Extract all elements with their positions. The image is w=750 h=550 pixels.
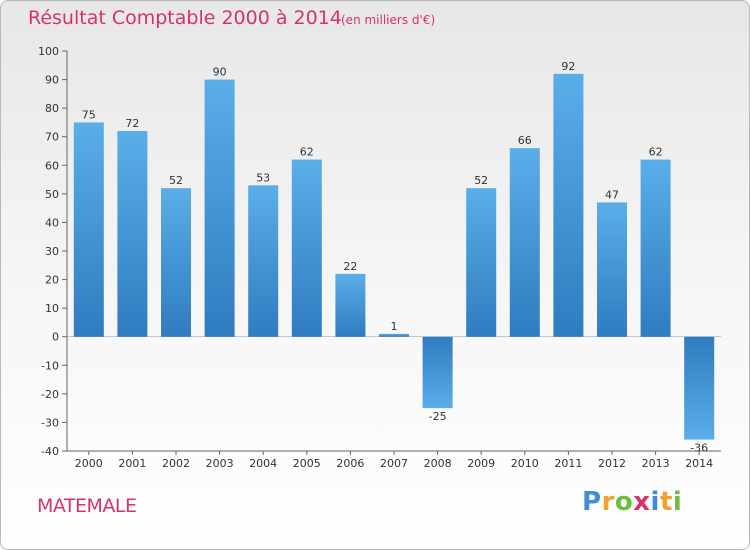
y-tick-label: 60 xyxy=(45,159,59,172)
bar-2007 xyxy=(379,333,409,337)
x-tick-label: 2002 xyxy=(162,457,190,470)
value-label: -36 xyxy=(690,442,708,455)
bar-2014 xyxy=(684,336,715,440)
y-tick-label: 20 xyxy=(45,274,59,287)
bar-2009 xyxy=(466,188,497,337)
value-label: 62 xyxy=(649,146,663,159)
y-tick-label: 10 xyxy=(45,302,59,315)
bar-2012 xyxy=(597,202,627,337)
logo-letter: o xyxy=(614,487,634,517)
bar-2004 xyxy=(248,185,279,337)
x-tick-label: 2012 xyxy=(598,457,626,470)
y-tick-label: -20 xyxy=(41,388,59,401)
value-label: 22 xyxy=(343,260,357,273)
logo-letter: r xyxy=(601,487,615,517)
bar-2013 xyxy=(640,159,671,337)
x-tick-label: 2010 xyxy=(511,457,539,470)
bar-2010 xyxy=(509,148,540,337)
y-tick-label: 50 xyxy=(45,188,59,201)
y-tick-label: 0 xyxy=(52,331,59,344)
logo-letter: x xyxy=(633,487,651,517)
value-label: 1 xyxy=(391,320,398,333)
bar-2011 xyxy=(553,73,584,337)
bar-2002 xyxy=(161,188,191,337)
value-label: 66 xyxy=(518,134,532,147)
value-label: 47 xyxy=(605,188,619,201)
value-label: -25 xyxy=(429,410,447,423)
x-tick-label: 2011 xyxy=(554,457,582,470)
value-label: 62 xyxy=(300,146,314,159)
chart-title: Résultat Comptable 2000 à 2014 xyxy=(28,7,342,29)
bar-2000 xyxy=(73,122,104,337)
value-label: 75 xyxy=(82,108,96,121)
commune-name: MATEMALE xyxy=(37,495,137,517)
x-tick-label: 2000 xyxy=(75,457,103,470)
bar-2001 xyxy=(117,131,148,337)
x-tick-label: 2014 xyxy=(685,457,713,470)
x-tick-label: 2006 xyxy=(336,457,364,470)
value-label: 92 xyxy=(561,60,575,73)
y-tick-label: 70 xyxy=(45,131,59,144)
y-tick-label: 40 xyxy=(45,216,59,229)
bar-2003 xyxy=(204,79,235,337)
bar-2005 xyxy=(291,159,322,337)
x-tick-label: 2013 xyxy=(642,457,670,470)
logo-letter: i xyxy=(650,487,660,517)
proxiti-logo: Proxiti xyxy=(582,487,682,517)
x-tick-label: 2005 xyxy=(293,457,321,470)
x-tick-label: 2003 xyxy=(206,457,234,470)
y-tick-label: 90 xyxy=(45,74,59,87)
x-tick-label: 2001 xyxy=(118,457,146,470)
value-label: 90 xyxy=(213,66,227,79)
bar-2006 xyxy=(335,273,366,337)
x-tick-label: 2008 xyxy=(424,457,452,470)
logo-letter: t xyxy=(659,487,673,517)
y-tick-label: 30 xyxy=(45,245,59,258)
x-tick-label: 2009 xyxy=(467,457,495,470)
x-tick-label: 2004 xyxy=(249,457,277,470)
y-tick-label: -10 xyxy=(41,359,59,372)
y-tick-label: 100 xyxy=(38,45,59,58)
value-label: 52 xyxy=(169,174,183,187)
y-tick-label: -30 xyxy=(41,416,59,429)
logo-letter: P xyxy=(582,487,602,517)
x-tick-label: 2007 xyxy=(380,457,408,470)
value-label: 72 xyxy=(125,117,139,130)
chart-subtitle: (en milliers d'€) xyxy=(341,13,436,27)
value-label: 53 xyxy=(256,171,270,184)
logo-letter: i xyxy=(672,487,683,517)
bar-2008 xyxy=(422,336,453,409)
y-tick-label: -40 xyxy=(41,445,59,458)
y-tick-label: 80 xyxy=(45,102,59,115)
value-label: 52 xyxy=(474,174,488,187)
